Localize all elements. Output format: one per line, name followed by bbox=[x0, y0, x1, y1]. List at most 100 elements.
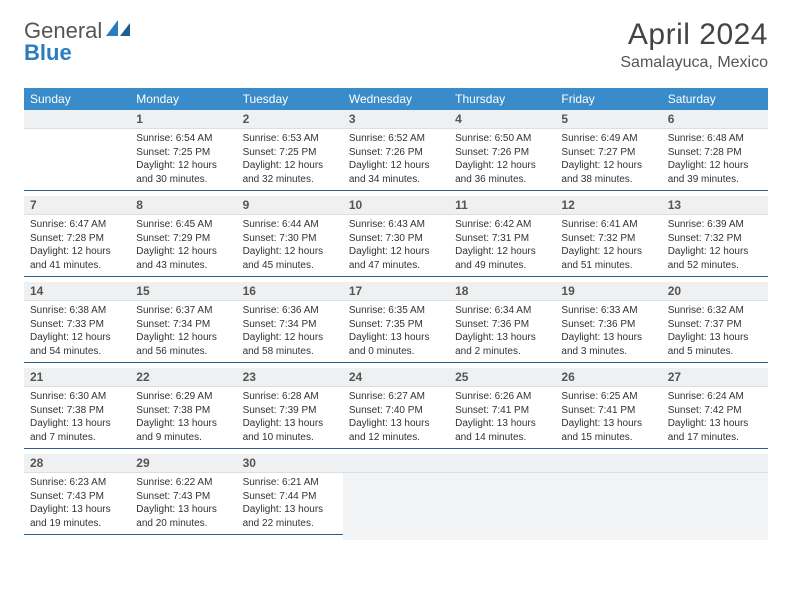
daylight-line-1: Daylight: 12 hours bbox=[136, 245, 230, 259]
sunrise-line: Sunrise: 6:44 AM bbox=[243, 218, 337, 232]
day-cell: 15Sunrise: 6:37 AMSunset: 7:34 PMDayligh… bbox=[130, 282, 236, 368]
daylight-line-1: Daylight: 13 hours bbox=[455, 417, 549, 431]
daylight-line-1: Daylight: 12 hours bbox=[455, 159, 549, 173]
day-cell: 4Sunrise: 6:50 AMSunset: 7:26 PMDaylight… bbox=[449, 110, 555, 196]
day-body-empty bbox=[343, 473, 449, 534]
daylight-line-2: and 7 minutes. bbox=[30, 431, 124, 445]
sunrise-line: Sunrise: 6:25 AM bbox=[561, 390, 655, 404]
calendar-body: 1Sunrise: 6:54 AMSunset: 7:25 PMDaylight… bbox=[24, 110, 768, 540]
daylight-line-2: and 22 minutes. bbox=[243, 517, 337, 531]
daylight-line-1: Daylight: 12 hours bbox=[561, 159, 655, 173]
day-number: 25 bbox=[449, 368, 555, 387]
day-number: 8 bbox=[130, 196, 236, 215]
sunset-line: Sunset: 7:26 PM bbox=[455, 146, 549, 160]
sunset-line: Sunset: 7:33 PM bbox=[30, 318, 124, 332]
day-cell: 6Sunrise: 6:48 AMSunset: 7:28 PMDaylight… bbox=[662, 110, 768, 196]
day-cell: 3Sunrise: 6:52 AMSunset: 7:26 PMDaylight… bbox=[343, 110, 449, 196]
day-number-empty bbox=[662, 454, 768, 473]
day-body: Sunrise: 6:47 AMSunset: 7:28 PMDaylight:… bbox=[24, 215, 130, 277]
sunset-line: Sunset: 7:25 PM bbox=[136, 146, 230, 160]
day-body: Sunrise: 6:39 AMSunset: 7:32 PMDaylight:… bbox=[662, 215, 768, 277]
daylight-line-2: and 0 minutes. bbox=[349, 345, 443, 359]
sunset-line: Sunset: 7:25 PM bbox=[243, 146, 337, 160]
day-body: Sunrise: 6:53 AMSunset: 7:25 PMDaylight:… bbox=[237, 129, 343, 191]
day-number: 2 bbox=[237, 110, 343, 129]
day-cell: 26Sunrise: 6:25 AMSunset: 7:41 PMDayligh… bbox=[555, 368, 661, 454]
dow-thursday: Thursday bbox=[449, 88, 555, 110]
sunrise-line: Sunrise: 6:48 AM bbox=[668, 132, 762, 146]
sunrise-line: Sunrise: 6:26 AM bbox=[455, 390, 549, 404]
sunrise-line: Sunrise: 6:27 AM bbox=[349, 390, 443, 404]
daylight-line-1: Daylight: 12 hours bbox=[243, 159, 337, 173]
day-body: Sunrise: 6:32 AMSunset: 7:37 PMDaylight:… bbox=[662, 301, 768, 363]
sunset-line: Sunset: 7:26 PM bbox=[349, 146, 443, 160]
daylight-line-2: and 9 minutes. bbox=[136, 431, 230, 445]
day-body: Sunrise: 6:42 AMSunset: 7:31 PMDaylight:… bbox=[449, 215, 555, 277]
daylight-line-1: Daylight: 12 hours bbox=[30, 245, 124, 259]
dow-friday: Friday bbox=[555, 88, 661, 110]
day-body: Sunrise: 6:26 AMSunset: 7:41 PMDaylight:… bbox=[449, 387, 555, 449]
daylight-line-2: and 15 minutes. bbox=[561, 431, 655, 445]
day-cell: 12Sunrise: 6:41 AMSunset: 7:32 PMDayligh… bbox=[555, 196, 661, 282]
day-body: Sunrise: 6:25 AMSunset: 7:41 PMDaylight:… bbox=[555, 387, 661, 449]
day-body: Sunrise: 6:41 AMSunset: 7:32 PMDaylight:… bbox=[555, 215, 661, 277]
day-number: 22 bbox=[130, 368, 236, 387]
sunset-line: Sunset: 7:32 PM bbox=[561, 232, 655, 246]
sunrise-line: Sunrise: 6:54 AM bbox=[136, 132, 230, 146]
sunrise-line: Sunrise: 6:43 AM bbox=[349, 218, 443, 232]
sunset-line: Sunset: 7:28 PM bbox=[30, 232, 124, 246]
sunrise-line: Sunrise: 6:36 AM bbox=[243, 304, 337, 318]
day-number: 20 bbox=[662, 282, 768, 301]
day-body: Sunrise: 6:30 AMSunset: 7:38 PMDaylight:… bbox=[24, 387, 130, 449]
daylight-line-2: and 51 minutes. bbox=[561, 259, 655, 273]
day-body: Sunrise: 6:45 AMSunset: 7:29 PMDaylight:… bbox=[130, 215, 236, 277]
sunset-line: Sunset: 7:28 PM bbox=[668, 146, 762, 160]
sunrise-line: Sunrise: 6:28 AM bbox=[243, 390, 337, 404]
day-number: 4 bbox=[449, 110, 555, 129]
sunrise-line: Sunrise: 6:24 AM bbox=[668, 390, 762, 404]
day-cell: 1Sunrise: 6:54 AMSunset: 7:25 PMDaylight… bbox=[130, 110, 236, 196]
sunset-line: Sunset: 7:36 PM bbox=[455, 318, 549, 332]
day-cell: 28Sunrise: 6:23 AMSunset: 7:43 PMDayligh… bbox=[24, 454, 130, 540]
daylight-line-1: Daylight: 12 hours bbox=[30, 331, 124, 345]
sunrise-line: Sunrise: 6:52 AM bbox=[349, 132, 443, 146]
sunrise-line: Sunrise: 6:32 AM bbox=[668, 304, 762, 318]
sunset-line: Sunset: 7:36 PM bbox=[561, 318, 655, 332]
dow-sunday: Sunday bbox=[24, 88, 130, 110]
sunset-line: Sunset: 7:44 PM bbox=[243, 490, 337, 504]
day-body: Sunrise: 6:38 AMSunset: 7:33 PMDaylight:… bbox=[24, 301, 130, 363]
week-row: 7Sunrise: 6:47 AMSunset: 7:28 PMDaylight… bbox=[24, 196, 768, 282]
sunset-line: Sunset: 7:32 PM bbox=[668, 232, 762, 246]
daylight-line-2: and 14 minutes. bbox=[455, 431, 549, 445]
daylight-line-2: and 41 minutes. bbox=[30, 259, 124, 273]
daylight-line-1: Daylight: 13 hours bbox=[243, 503, 337, 517]
dow-row: Sunday Monday Tuesday Wednesday Thursday… bbox=[24, 88, 768, 110]
day-number: 3 bbox=[343, 110, 449, 129]
day-number: 26 bbox=[555, 368, 661, 387]
sunset-line: Sunset: 7:35 PM bbox=[349, 318, 443, 332]
sunset-line: Sunset: 7:34 PM bbox=[136, 318, 230, 332]
daylight-line-1: Daylight: 13 hours bbox=[30, 503, 124, 517]
day-number: 24 bbox=[343, 368, 449, 387]
daylight-line-1: Daylight: 13 hours bbox=[455, 331, 549, 345]
day-body: Sunrise: 6:36 AMSunset: 7:34 PMDaylight:… bbox=[237, 301, 343, 363]
day-cell: 2Sunrise: 6:53 AMSunset: 7:25 PMDaylight… bbox=[237, 110, 343, 196]
sunrise-line: Sunrise: 6:42 AM bbox=[455, 218, 549, 232]
daylight-line-2: and 43 minutes. bbox=[136, 259, 230, 273]
day-body: Sunrise: 6:43 AMSunset: 7:30 PMDaylight:… bbox=[343, 215, 449, 277]
sunrise-line: Sunrise: 6:23 AM bbox=[30, 476, 124, 490]
day-cell: 25Sunrise: 6:26 AMSunset: 7:41 PMDayligh… bbox=[449, 368, 555, 454]
month-title: April 2024 bbox=[620, 18, 768, 52]
daylight-line-1: Daylight: 12 hours bbox=[668, 159, 762, 173]
day-number-empty bbox=[449, 454, 555, 473]
daylight-line-2: and 38 minutes. bbox=[561, 173, 655, 187]
daylight-line-2: and 3 minutes. bbox=[561, 345, 655, 359]
day-number: 7 bbox=[24, 196, 130, 215]
day-body: Sunrise: 6:52 AMSunset: 7:26 PMDaylight:… bbox=[343, 129, 449, 191]
sunrise-line: Sunrise: 6:21 AM bbox=[243, 476, 337, 490]
day-cell: 7Sunrise: 6:47 AMSunset: 7:28 PMDaylight… bbox=[24, 196, 130, 282]
sunset-line: Sunset: 7:38 PM bbox=[136, 404, 230, 418]
day-body: Sunrise: 6:49 AMSunset: 7:27 PMDaylight:… bbox=[555, 129, 661, 191]
sunrise-line: Sunrise: 6:47 AM bbox=[30, 218, 124, 232]
day-number-empty bbox=[343, 454, 449, 473]
